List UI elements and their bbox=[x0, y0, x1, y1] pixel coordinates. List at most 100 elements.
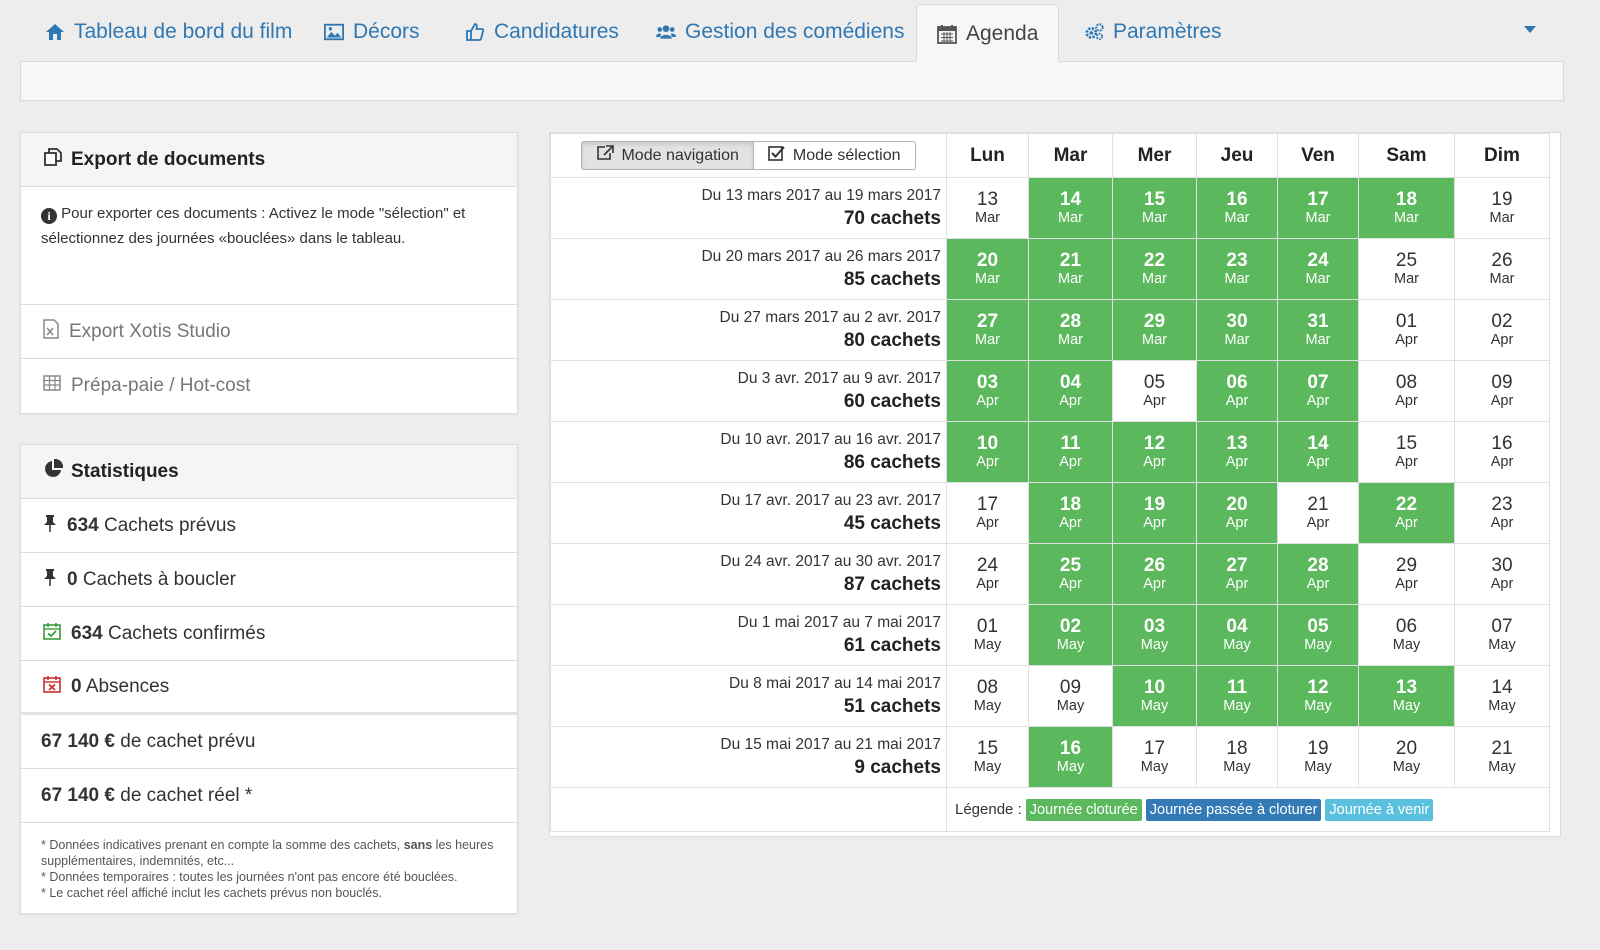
day-cell[interactable]: 29 Apr bbox=[1358, 543, 1455, 605]
day-cell-closed[interactable]: 25 Apr bbox=[1028, 543, 1113, 605]
week-summary[interactable]: Du 1 mai 2017 au 7 mai 2017 61 cachets bbox=[550, 604, 947, 666]
day-cell-closed[interactable]: 20 Apr bbox=[1196, 482, 1278, 544]
export-xotis-button[interactable]: Export Xotis Studio bbox=[21, 305, 517, 359]
day-cell[interactable]: 24 Apr bbox=[946, 543, 1029, 605]
day-cell-closed[interactable]: 12 Apr bbox=[1112, 421, 1197, 483]
day-cell-closed[interactable]: 03 Apr bbox=[946, 360, 1029, 422]
day-cell[interactable]: 20 May bbox=[1358, 726, 1455, 788]
day-cell[interactable]: 01 May bbox=[946, 604, 1029, 666]
day-cell-closed[interactable]: 13 Apr bbox=[1196, 421, 1278, 483]
tab-parametres[interactable]: Paramètres bbox=[1084, 10, 1222, 54]
mode-selection-button[interactable]: Mode sélection bbox=[753, 141, 916, 170]
day-cell[interactable]: 07 May bbox=[1454, 604, 1550, 666]
day-cell-closed[interactable]: 30 Mar bbox=[1196, 299, 1278, 361]
day-cell[interactable]: 08 Apr bbox=[1358, 360, 1455, 422]
tab-decors[interactable]: Décors bbox=[324, 10, 420, 54]
day-cell[interactable]: 17 Apr bbox=[946, 482, 1029, 544]
day-cell[interactable]: 01 Apr bbox=[1358, 299, 1455, 361]
week-summary[interactable]: Du 20 mars 2017 au 26 mars 2017 85 cachet… bbox=[550, 238, 947, 300]
day-cell-closed[interactable]: 04 May bbox=[1196, 604, 1278, 666]
day-cell-closed[interactable]: 18 Apr bbox=[1028, 482, 1113, 544]
day-cell[interactable]: 15 May bbox=[946, 726, 1029, 788]
day-cell-closed[interactable]: 14 Mar bbox=[1028, 177, 1113, 239]
day-cell-closed[interactable]: 23 Mar bbox=[1196, 238, 1278, 300]
day-cell-closed[interactable]: 13 May bbox=[1358, 665, 1455, 727]
day-cell-closed[interactable]: 12 May bbox=[1277, 665, 1359, 727]
day-cell[interactable]: 13 Mar bbox=[946, 177, 1029, 239]
day-cell-closed[interactable]: 03 May bbox=[1112, 604, 1197, 666]
tabs-dropdown-chevron-icon[interactable] bbox=[1524, 26, 1536, 33]
day-cell[interactable]: 06 May bbox=[1358, 604, 1455, 666]
day-cell-closed[interactable]: 27 Mar bbox=[946, 299, 1029, 361]
week-summary[interactable]: Du 8 mai 2017 au 14 mai 2017 51 cachets bbox=[550, 665, 947, 727]
pushpin-icon bbox=[43, 568, 57, 592]
day-month: May bbox=[1056, 698, 1085, 714]
day-cell[interactable]: 26 Mar bbox=[1454, 238, 1550, 300]
day-cell[interactable]: 17 May bbox=[1112, 726, 1197, 788]
day-cell[interactable]: 30 Apr bbox=[1454, 543, 1550, 605]
day-cell-closed[interactable]: 27 Apr bbox=[1196, 543, 1278, 605]
day-cell-closed[interactable]: 28 Mar bbox=[1028, 299, 1113, 361]
day-cell[interactable]: 19 Mar bbox=[1454, 177, 1550, 239]
day-cell-closed[interactable]: 07 Apr bbox=[1277, 360, 1359, 422]
day-cell-closed[interactable]: 24 Mar bbox=[1277, 238, 1359, 300]
day-cell-closed[interactable]: 16 May bbox=[1028, 726, 1113, 788]
day-cell-closed[interactable]: 16 Mar bbox=[1196, 177, 1278, 239]
day-cell[interactable]: 15 Apr bbox=[1358, 421, 1455, 483]
day-cell-closed[interactable]: 14 Apr bbox=[1277, 421, 1359, 483]
tab-candidatures[interactable]: Candidatures bbox=[465, 10, 619, 54]
day-cell-closed[interactable]: 22 Mar bbox=[1112, 238, 1197, 300]
day-month: Mar bbox=[1394, 271, 1419, 287]
week-summary[interactable]: Du 15 mai 2017 au 21 mai 2017 9 cachets bbox=[550, 726, 947, 788]
day-cell[interactable]: 19 May bbox=[1277, 726, 1359, 788]
day-cell[interactable]: 23 Apr bbox=[1454, 482, 1550, 544]
day-cell[interactable]: 02 Apr bbox=[1454, 299, 1550, 361]
day-cell-closed[interactable]: 26 Apr bbox=[1112, 543, 1197, 605]
day-cell-closed[interactable]: 11 Apr bbox=[1028, 421, 1113, 483]
week-summary[interactable]: Du 24 avr. 2017 au 30 avr. 2017 87 cachet… bbox=[550, 543, 947, 605]
day-cell[interactable]: 05 Apr bbox=[1112, 360, 1197, 422]
day-cell-closed[interactable]: 18 Mar bbox=[1358, 177, 1455, 239]
day-cell-closed[interactable]: 11 May bbox=[1196, 665, 1278, 727]
day-cell-closed[interactable]: 29 Mar bbox=[1112, 299, 1197, 361]
day-cell[interactable]: 25 Mar bbox=[1358, 238, 1455, 300]
week-summary[interactable]: Du 17 avr. 2017 au 23 avr. 2017 45 cachet… bbox=[550, 482, 947, 544]
day-cell-closed[interactable]: 31 Mar bbox=[1277, 299, 1359, 361]
day-cell-closed[interactable]: 15 Mar bbox=[1112, 177, 1197, 239]
week-summary[interactable]: Du 13 mars 2017 au 19 mars 2017 70 cachet… bbox=[550, 177, 947, 239]
day-cell-closed[interactable]: 10 Apr bbox=[946, 421, 1029, 483]
day-cell-closed[interactable]: 19 Apr bbox=[1112, 482, 1197, 544]
day-cell-closed[interactable]: 22 Apr bbox=[1358, 482, 1455, 544]
prepa-paie-button[interactable]: Prépa-paie / Hot-cost bbox=[21, 359, 517, 413]
day-cell-closed[interactable]: 04 Apr bbox=[1028, 360, 1113, 422]
day-cell-closed[interactable]: 02 May bbox=[1028, 604, 1113, 666]
day-cell-closed[interactable]: 21 Mar bbox=[1028, 238, 1113, 300]
day-cell-closed[interactable]: 06 Apr bbox=[1196, 360, 1278, 422]
day-cell-closed[interactable]: 17 Mar bbox=[1277, 177, 1359, 239]
day-cell[interactable]: 18 May bbox=[1196, 726, 1278, 788]
day-month: Mar bbox=[1489, 210, 1515, 226]
tab-dashboard[interactable]: Tableau de bord du film bbox=[45, 10, 292, 54]
day-number: 20 bbox=[1395, 738, 1418, 759]
day-cell-closed[interactable]: 28 Apr bbox=[1277, 543, 1359, 605]
mode-navigation-button[interactable]: Mode navigation bbox=[581, 141, 754, 170]
tab-comediens[interactable]: Gestion des comédiens bbox=[656, 10, 904, 54]
day-cell-closed[interactable]: 05 May bbox=[1277, 604, 1359, 666]
day-cell[interactable]: 14 May bbox=[1454, 665, 1550, 727]
day-number: 10 bbox=[1143, 677, 1166, 698]
calendar-icon bbox=[937, 24, 957, 44]
day-cell[interactable]: 21 May bbox=[1454, 726, 1550, 788]
tab-agenda[interactable]: Agenda bbox=[916, 4, 1060, 62]
day-number: 27 bbox=[1226, 555, 1248, 576]
day-cell[interactable]: 08 May bbox=[946, 665, 1029, 727]
week-summary[interactable]: Du 27 mars 2017 au 2 avr. 2017 80 cachets bbox=[550, 299, 947, 361]
day-cell[interactable]: 09 May bbox=[1028, 665, 1113, 727]
day-cell[interactable]: 16 Apr bbox=[1454, 421, 1550, 483]
stat-value: 0 bbox=[71, 675, 82, 697]
day-cell[interactable]: 09 Apr bbox=[1454, 360, 1550, 422]
day-cell[interactable]: 21 Apr bbox=[1277, 482, 1359, 544]
day-cell-closed[interactable]: 20 Mar bbox=[946, 238, 1029, 300]
week-summary[interactable]: Du 3 avr. 2017 au 9 avr. 2017 60 cachets bbox=[550, 360, 947, 422]
week-summary[interactable]: Du 10 avr. 2017 au 16 avr. 2017 86 cachet… bbox=[550, 421, 947, 483]
day-cell-closed[interactable]: 10 May bbox=[1112, 665, 1197, 727]
